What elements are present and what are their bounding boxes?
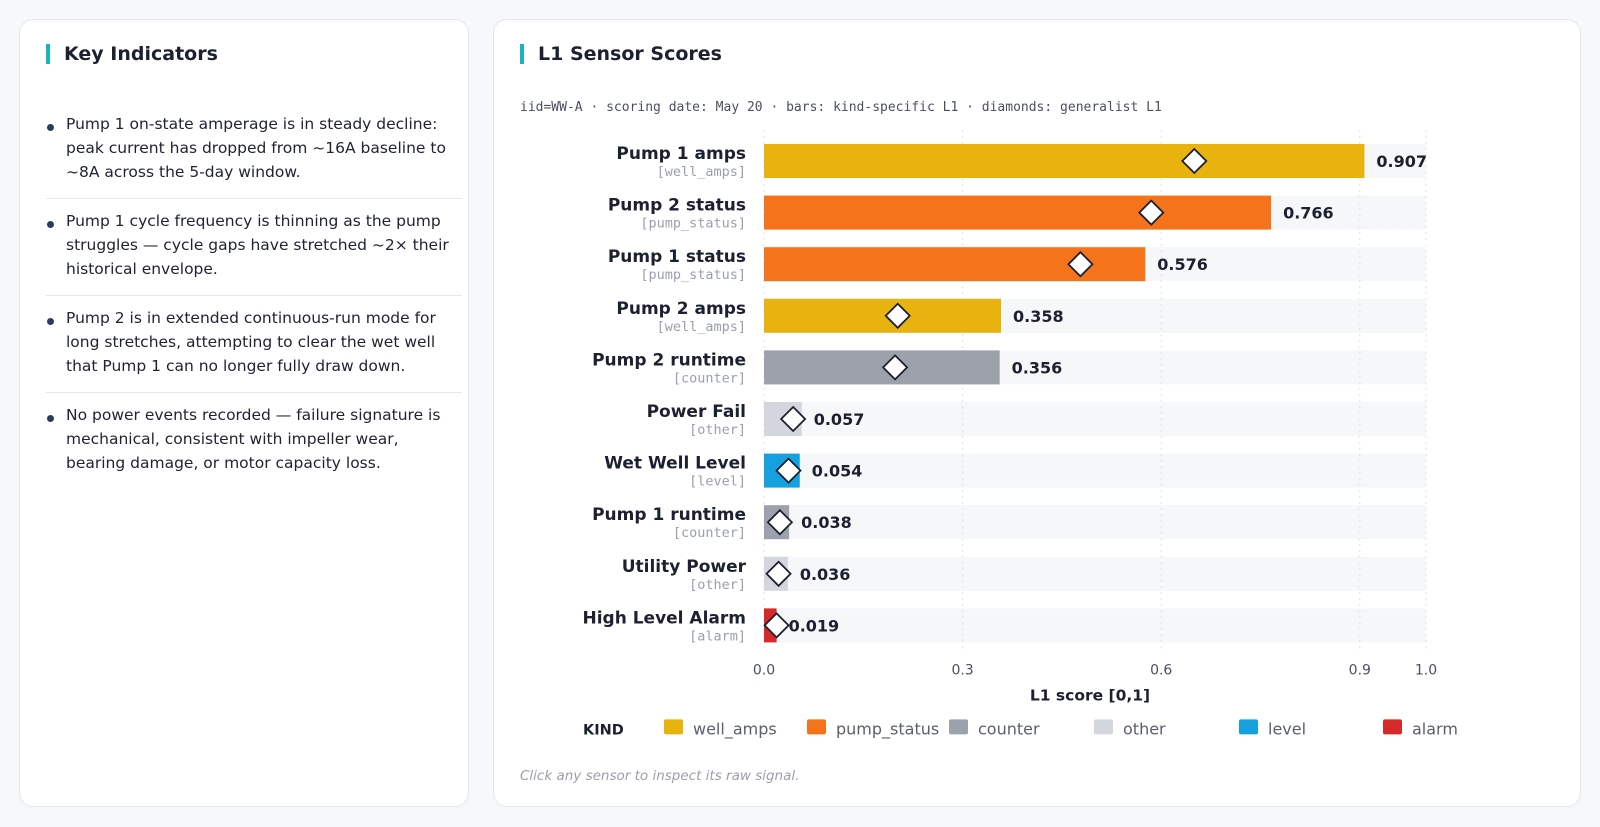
row-track [764,505,1426,540]
value-label: 0.766 [1283,204,1334,223]
bullet-icon [47,124,54,131]
legend-swatch-other [1094,719,1113,735]
generalist-diamond [884,302,911,330]
value-label: 0.057 [814,410,865,429]
sensor-label[interactable]: Wet Well Level [604,454,746,474]
generalist-diamond [763,612,790,639]
bar-pump-1-amps[interactable] [764,144,1365,178]
sensor-label[interactable]: Pump 1 amps [616,144,746,164]
row-track [764,556,1426,591]
indicator-item: Pump 1 on-state amperage is in steady de… [46,102,462,199]
bar-pump-2-status[interactable] [764,195,1272,230]
legend-label: alarm [1412,719,1458,738]
value-label: 0.036 [800,565,851,584]
sensor-label[interactable]: Pump 2 amps [616,299,746,319]
generalist-diamond [766,508,794,536]
x-axis-label: L1 score [0,1] [1030,686,1150,704]
sensor-label[interactable]: Pump 2 runtime [592,350,746,370]
sensor-label[interactable]: Power Fail [647,402,746,422]
value-label: 0.907 [1376,152,1427,171]
key-indicators-title: Key Indicators [46,44,218,64]
sensor-kind-label: [pump_status] [640,216,746,232]
x-tick-label: 0.0 [753,662,775,678]
bullet-icon [47,415,54,422]
bar-pump-2-amps[interactable] [764,298,1001,333]
chart-subtitle: iid=WW-A · scoring date: May 20 · bars: … [520,100,1162,115]
chart-footnote: Click any sensor to inspect its raw sign… [520,768,800,784]
legend-swatch-well-amps [664,719,683,735]
x-tick-label: 0.3 [951,662,973,678]
sensor-kind-label: [counter] [673,370,746,386]
generalist-diamond [1067,250,1094,278]
row-track [764,453,1426,488]
sensor-scores-title: L1 Sensor Scores [520,44,722,64]
sensor-label[interactable]: Utility Power [622,557,747,577]
value-label: 0.054 [812,462,863,481]
sensor-kind-label: [other] [689,577,746,593]
x-tick-label: 1.0 [1415,662,1437,678]
sensor-label[interactable]: Pump 2 status [608,196,746,216]
generalist-diamond [765,560,792,588]
sensor-kind-label: [well_amps] [657,164,746,180]
indicator-list: Pump 1 on-state amperage is in steady de… [46,102,462,489]
legend-swatch-level [1239,719,1258,735]
indicator-text: No power events recorded — failure signa… [66,406,441,472]
value-label: 0.356 [1012,358,1063,377]
value-label: 0.019 [789,616,840,635]
sensor-label[interactable]: Pump 1 runtime [592,505,746,525]
legend-swatch-counter [949,719,968,735]
value-label: 0.358 [1013,307,1064,326]
row-track [764,608,1426,643]
sensor-kind-label: [alarm] [689,628,746,644]
indicator-item: No power events recorded — failure signa… [46,393,462,489]
legend-label: level [1268,719,1306,738]
sensor-label[interactable]: High Level Alarm [582,608,746,628]
value-label: 0.576 [1157,255,1208,274]
sensor-kind-label: [other] [689,422,746,438]
indicator-text: Pump 2 is in extended continuous-run mod… [66,309,436,375]
generalist-diamond [1137,199,1165,226]
generalist-diamond [881,354,909,381]
value-label: 0.038 [801,513,852,532]
legend-title: KIND [583,722,624,738]
legend-swatch-alarm [1383,719,1402,735]
legend-label: well_amps [693,719,777,739]
sensor-kind-label: [level] [689,474,746,490]
x-tick-label: 0.9 [1349,662,1371,678]
legend-label: counter [978,719,1040,738]
sensor-kind-label: [pump_status] [640,267,746,283]
sensor-kind-label: [counter] [673,525,746,541]
sensor-kind-label: [well_amps] [657,319,746,335]
sensor-scores-card: L1 Sensor Scores iid=WW-A · scoring date… [493,19,1581,807]
legend-swatch-pump-status [807,719,826,735]
indicator-text: Pump 1 on-state amperage is in steady de… [66,115,446,181]
generalist-diamond [1181,147,1208,175]
row-track [764,402,1426,436]
legend-label: pump_status [836,719,939,739]
indicator-item: Pump 1 cycle frequency is thinning as th… [46,199,462,296]
bullet-icon [47,221,54,228]
key-indicators-card: Key Indicators Pump 1 on-state amperage … [19,19,469,807]
bullet-icon [47,318,54,325]
legend-label: other [1123,719,1166,738]
x-tick-label: 0.6 [1150,662,1172,678]
indicator-item: Pump 2 is in extended continuous-run mod… [46,296,462,393]
generalist-diamond [775,457,802,484]
sensor-label[interactable]: Pump 1 status [608,247,746,267]
generalist-diamond [779,405,807,433]
indicator-text: Pump 1 cycle frequency is thinning as th… [66,212,449,278]
